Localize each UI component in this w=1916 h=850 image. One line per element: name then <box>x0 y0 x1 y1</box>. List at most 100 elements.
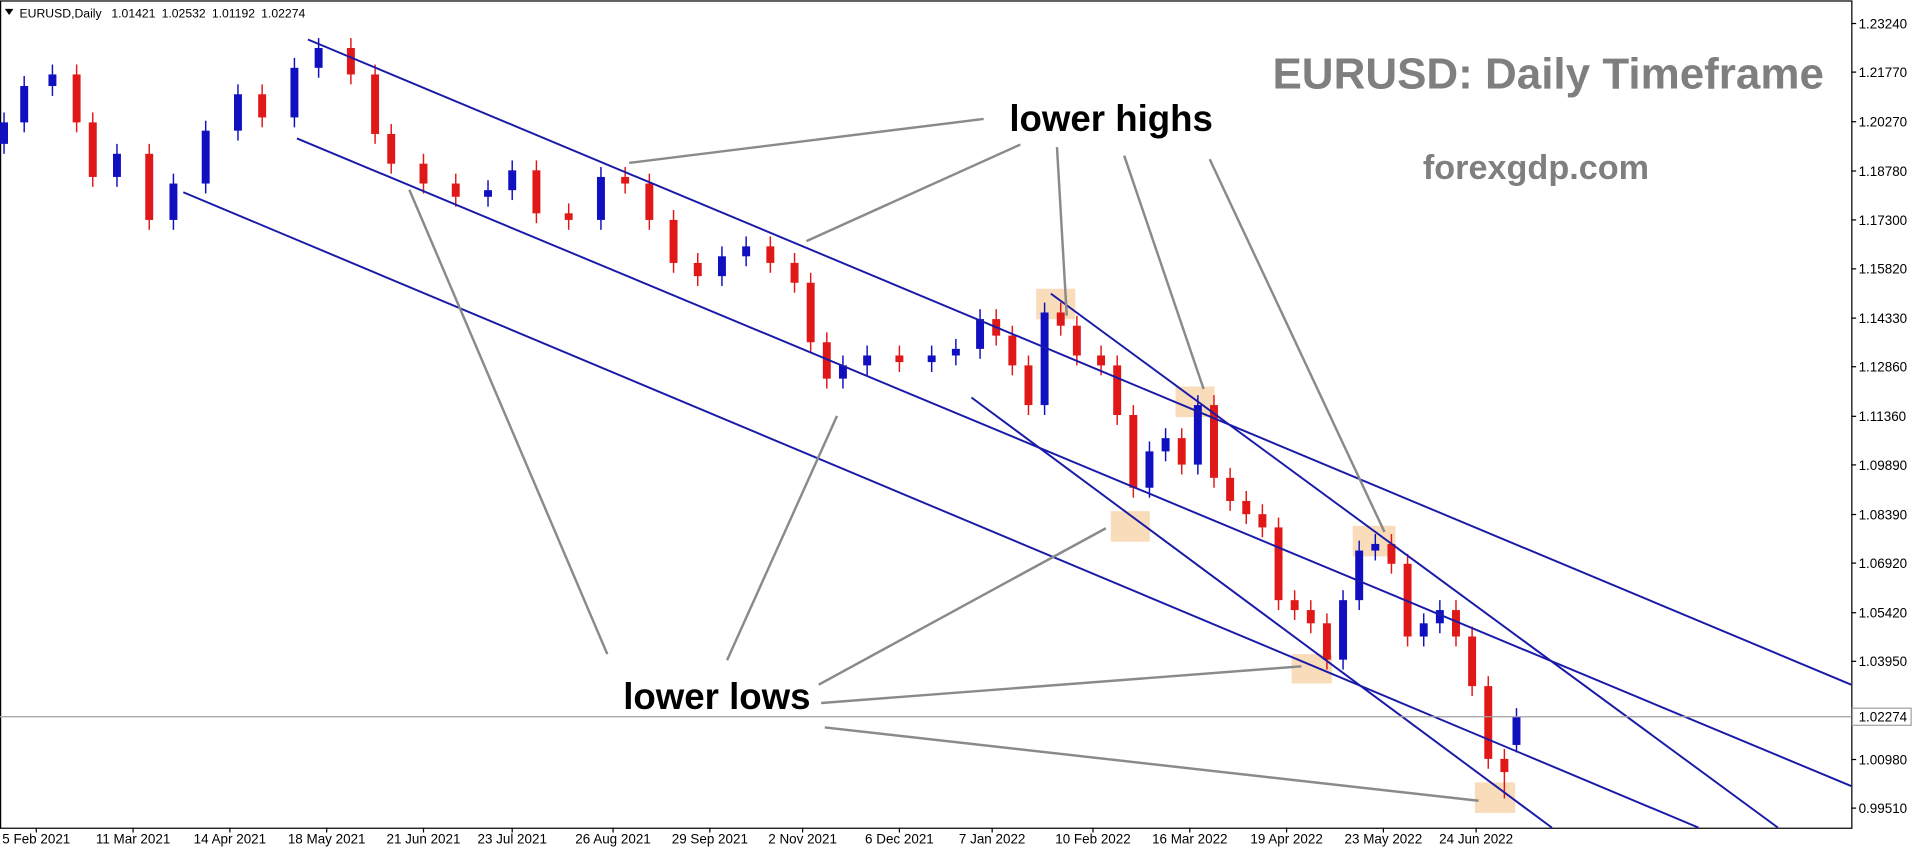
candle-body <box>822 342 831 379</box>
candle-body <box>1306 610 1315 624</box>
x-tick-label: 26 Aug 2021 <box>575 832 650 847</box>
candle-body <box>1322 623 1331 660</box>
pointer <box>805 143 1021 243</box>
pointer <box>1208 158 1386 533</box>
candle-body <box>838 365 847 379</box>
candle-body <box>387 133 396 164</box>
candle-body <box>72 74 81 123</box>
candle-body <box>169 183 178 220</box>
candle-body <box>895 355 904 363</box>
y-tick-label: 1.15820 <box>1859 262 1908 277</box>
candle-body <box>1339 600 1348 660</box>
ohlc-high: 1.02532 <box>162 6 206 20</box>
candle-body <box>927 355 936 363</box>
annotation: lower lows <box>623 676 810 717</box>
pointer-lines <box>408 117 1479 802</box>
candle-body <box>596 176 605 220</box>
x-tick-label: 23 Jul 2021 <box>477 832 546 847</box>
x-tick-label: 23 May 2022 <box>1345 832 1423 847</box>
y-tick-label: 1.23240 <box>1859 16 1908 31</box>
y-tick-label: 1.20270 <box>1859 115 1908 130</box>
trendline <box>1050 292 1779 829</box>
x-tick-label: 24 Jun 2022 <box>1439 832 1513 847</box>
chart-subtitle: forexgdp.com <box>1423 149 1649 187</box>
candle-body <box>258 94 267 118</box>
y-tick-label: 1.00980 <box>1859 752 1908 767</box>
candle-body <box>145 153 154 220</box>
x-tick-label: 5 Feb 2021 <box>2 832 70 847</box>
candle-body <box>1177 438 1186 465</box>
candle-body <box>1512 716 1521 745</box>
candle-body <box>806 282 815 343</box>
price-label: 1.02274 <box>1859 710 1908 725</box>
candle-body <box>1242 500 1251 515</box>
menu-icon <box>4 8 14 16</box>
candle-body <box>371 74 380 134</box>
axes: 1.23240 1.21770 1.20270 1.18780 1.17300 1.158… <box>0 16 1912 847</box>
candle-body <box>1419 623 1428 637</box>
candle-body <box>1371 543 1380 551</box>
candle-body <box>346 47 355 75</box>
trendline <box>970 396 1553 829</box>
candle-body <box>1113 365 1122 415</box>
x-tick-label: 10 Feb 2022 <box>1055 832 1130 847</box>
candle-body <box>742 246 751 257</box>
y-tick-label: 1.21770 <box>1859 65 1908 80</box>
candle-body <box>1024 365 1033 406</box>
ohlc-open: 1.01421 <box>111 6 155 20</box>
chart-title: EURUSD: Daily Timeframe <box>1272 49 1823 98</box>
candle-body <box>863 355 872 366</box>
y-tick-label: 1.17300 <box>1859 213 1908 228</box>
candle-body <box>564 213 573 220</box>
candle-body <box>693 262 702 277</box>
chart-header: EURUSD,Daily 1.01421 1.02532 1.01192 1.02274 <box>20 6 306 20</box>
x-tick-label: 21 Jun 2021 <box>386 832 460 847</box>
price-label-box <box>1851 707 1912 726</box>
candle-body <box>484 190 492 197</box>
candle-body <box>951 348 960 356</box>
candle-body <box>508 170 517 191</box>
trendline <box>307 38 1852 686</box>
candle-body <box>1210 405 1218 478</box>
candle-body <box>1193 405 1202 465</box>
pointer <box>408 189 609 655</box>
candle-body <box>112 153 121 177</box>
pointer <box>818 527 1107 686</box>
candle-body <box>1145 451 1154 488</box>
y-tick-label: 1.05420 <box>1859 606 1908 621</box>
candle-body <box>1008 335 1017 366</box>
trendlines <box>182 38 1852 829</box>
candle-body <box>1484 686 1493 759</box>
candle-body <box>1387 543 1396 564</box>
candle-body <box>717 256 726 277</box>
candle-body <box>1452 610 1460 637</box>
y-tick-label: 0.99510 <box>1859 801 1908 816</box>
candle-body <box>669 219 678 263</box>
candle-body <box>645 183 654 220</box>
pointer <box>821 665 1302 705</box>
x-tick-label: 18 May 2021 <box>288 832 366 847</box>
y-tick-label: 1.12860 <box>1859 360 1908 375</box>
highlight <box>1474 782 1516 813</box>
y-tick-label: 1.11360 <box>1859 409 1907 424</box>
candle-body <box>290 67 299 118</box>
annotation: lower highs <box>1009 98 1213 139</box>
candle-body <box>1500 758 1509 773</box>
candle-body <box>1403 563 1412 637</box>
candle-body <box>1040 312 1049 406</box>
candle-body <box>1097 355 1106 366</box>
pointer <box>1055 146 1068 316</box>
symbol: EURUSD,Daily <box>20 6 103 20</box>
y-tick-label: 1.18780 <box>1859 164 1908 179</box>
candle-body <box>1056 312 1065 326</box>
plot-frame <box>0 0 1853 829</box>
ohlc-low: 1.01192 <box>212 6 255 20</box>
candle-body <box>1435 610 1444 624</box>
candle-body <box>766 246 775 263</box>
y-tick-label: 1.08390 <box>1859 507 1908 522</box>
x-tick-label: 14 Apr 2021 <box>194 832 266 847</box>
candle-body <box>1274 527 1283 601</box>
candle-body <box>1258 514 1267 528</box>
